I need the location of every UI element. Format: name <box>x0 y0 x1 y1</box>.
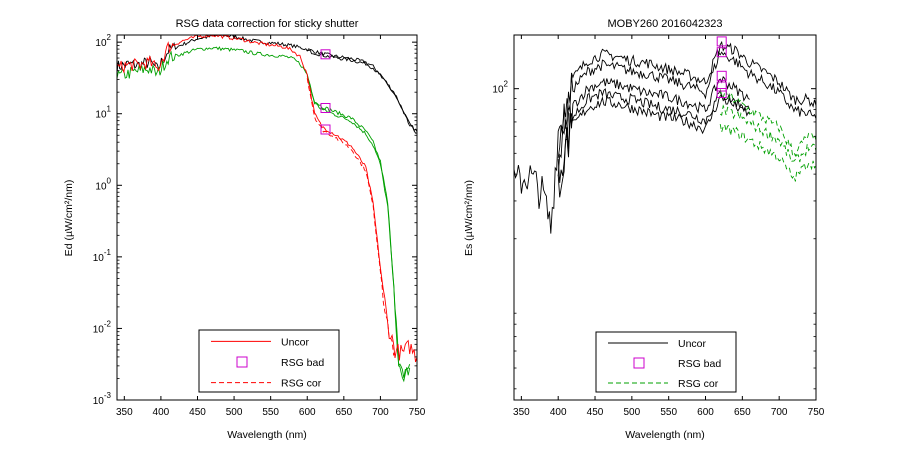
series-line-0-3 <box>306 76 411 383</box>
y-tick-label-0-3: 10-1 <box>93 248 112 264</box>
x-tick-label-1-8: 750 <box>808 407 825 418</box>
y-tick-label-0-0: 102 <box>95 33 111 49</box>
right-plot-frame <box>513 34 817 401</box>
x-tick-label-0-7: 700 <box>372 407 389 418</box>
right-x-axis-label: Wavelength (nm) <box>625 429 705 441</box>
left-legend: Uncor RSG bad RSG cor <box>198 329 340 393</box>
y-tick-label-0-2: 100 <box>95 176 111 192</box>
right-legend: Uncor RSG bad RSG cor <box>595 331 737 393</box>
legend-label-1-0: Uncor <box>678 338 707 350</box>
x-tick-label-0-2: 450 <box>189 407 206 418</box>
legend-label-0-1: RSG bad <box>281 357 324 369</box>
legend-label-1-1: RSG bad <box>678 358 721 370</box>
legend-label-0-2: RSG cor <box>281 378 322 390</box>
rsg-bad-marker-1-0 <box>716 36 727 47</box>
rsg-bad-marker-0-1 <box>320 103 331 113</box>
legend-marker-0-1 <box>236 356 248 368</box>
x-tick-label-0-5: 600 <box>299 407 316 418</box>
series-line-0-0 <box>116 34 418 132</box>
legend-marker-1-1 <box>633 357 645 369</box>
rsg-bad-marker-1-3 <box>716 81 727 92</box>
series-line-1-0 <box>513 40 817 234</box>
x-tick-label-1-4: 550 <box>660 407 677 418</box>
series-line-0-2 <box>116 46 411 378</box>
series-line-1-5 <box>719 89 817 158</box>
x-tick-label-0-1: 400 <box>153 407 170 418</box>
y-tick-label-1-0: 102 <box>492 80 508 96</box>
x-tick-label-1-0: 350 <box>513 407 530 418</box>
x-tick-label-1-5: 600 <box>697 407 714 418</box>
x-tick-label-1-7: 700 <box>771 407 788 418</box>
y-tick-label-0-4: 10-2 <box>93 319 112 335</box>
rsg-bad-marker-0-0 <box>320 49 331 60</box>
left-chart-title: RSG data correction for sticky shutter <box>176 18 359 30</box>
rsg-bad-marker-1-4 <box>716 88 727 98</box>
series-line-1-1 <box>557 51 817 158</box>
rsg-bad-marker-1-1 <box>716 47 727 58</box>
legend-label-1-2: RSG cor <box>678 378 719 390</box>
x-tick-label-0-3: 500 <box>226 407 243 418</box>
y-tick-label-0-1: 101 <box>95 105 111 121</box>
x-tick-label-1-3: 500 <box>624 407 641 418</box>
series-line-0-5 <box>306 78 396 356</box>
series-line-1-6 <box>719 104 817 163</box>
x-tick-label-1-2: 450 <box>587 407 604 418</box>
x-tick-label-0-6: 650 <box>335 407 352 418</box>
left-x-axis-label: Wavelength (nm) <box>227 429 307 441</box>
left-plot-frame <box>116 34 418 401</box>
right-y-axis-label: Es (µW/cm²/nm) <box>463 180 475 256</box>
x-tick-label-0-8: 750 <box>409 407 426 418</box>
series-line-1-4 <box>557 94 751 198</box>
x-tick-label-1-6: 650 <box>734 407 751 418</box>
legend-label-0-0: Uncor <box>281 336 310 348</box>
right-chart-panel: MOBY260 2016042323 350 400 450 500 550 600 650… <box>463 18 825 441</box>
series-line-1-3 <box>557 88 751 183</box>
x-tick-label-0-4: 550 <box>262 407 279 418</box>
series-line-0-4 <box>116 34 418 363</box>
right-chart-title: MOBY260 2016042323 <box>608 18 723 30</box>
rsg-bad-marker-1-2 <box>716 70 727 81</box>
left-y-axis-label: Ed (µW/cm²/nm) <box>63 180 75 257</box>
y-tick-label-0-5: 10-3 <box>93 391 112 407</box>
series-line-1-7 <box>719 123 817 182</box>
left-chart-panel: RSG data correction for sticky shutter 3… <box>63 18 426 441</box>
series-line-0-1 <box>307 49 418 134</box>
series-line-1-2 <box>557 76 750 176</box>
x-tick-label-0-0: 350 <box>116 407 133 418</box>
x-tick-label-1-1: 400 <box>550 407 567 418</box>
rsg-bad-marker-0-2 <box>320 124 331 135</box>
